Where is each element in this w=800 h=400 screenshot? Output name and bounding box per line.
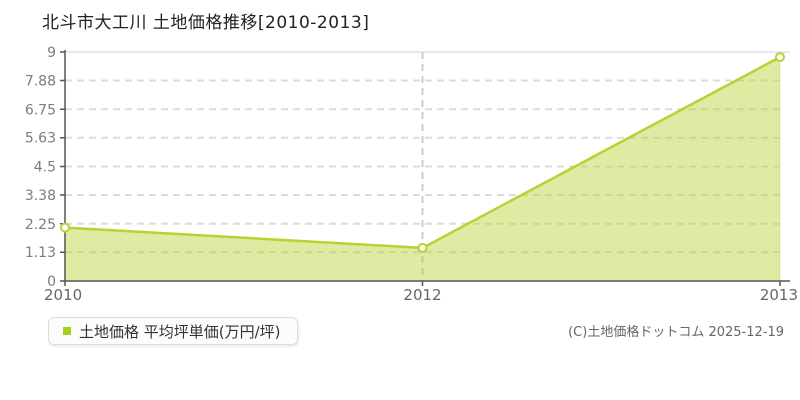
- y-tick-label: 0: [47, 274, 56, 290]
- data-point-2013: [775, 52, 785, 63]
- legend-marker-icon: [63, 327, 71, 335]
- y-tick-label: 2.25: [25, 217, 56, 233]
- legend-label: 土地価格 平均坪単価(万円/坪): [79, 322, 281, 341]
- data-point-2010: [60, 222, 70, 233]
- y-tick-label: 1.13: [25, 245, 56, 261]
- y-tick-label: 9: [47, 45, 56, 61]
- area-fill: [65, 57, 780, 281]
- y-tick-label: 4.5: [34, 160, 56, 176]
- copyright-text: (C)土地価格ドットコム 2025-12-19: [568, 325, 784, 340]
- x-tick-label: 2013: [760, 286, 798, 304]
- y-tick-label: 3.38: [25, 188, 56, 204]
- x-tick-label: 2010: [44, 286, 82, 304]
- chart-title: 北斗市大工川 土地価格推移[2010-2013]: [42, 13, 370, 33]
- y-tick-label: 7.88: [25, 73, 56, 89]
- y-tick-label: 6.75: [25, 102, 56, 118]
- x-tick-label: 2012: [403, 286, 441, 304]
- legend: 土地価格 平均坪単価(万円/坪): [48, 317, 298, 345]
- data-point-2012: [417, 242, 428, 253]
- price-trend-chart: 0 1.13 2.25 3.38 4.5 5.63 6.75 7.88 9 2010 2012 201…: [25, 45, 798, 304]
- y-tick-label: 5.63: [25, 131, 56, 147]
